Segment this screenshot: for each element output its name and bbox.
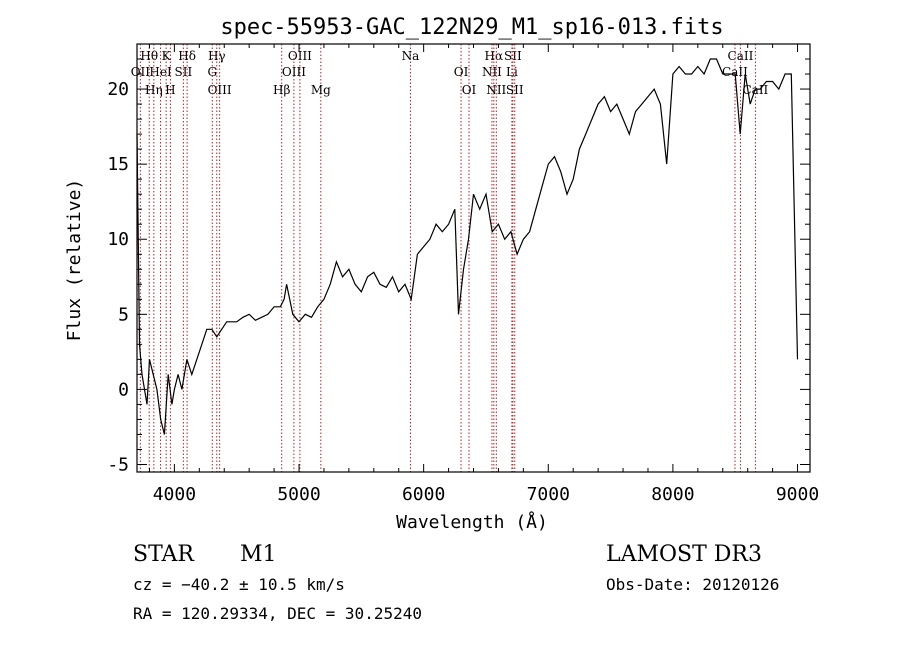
spectral-line-label: Hα <box>485 49 504 63</box>
spectral-line-label: Na <box>402 49 420 63</box>
x-tick-label: 6000 <box>402 484 445 505</box>
spectral-line-label: SII <box>506 83 524 97</box>
spectrum-series-line <box>136 58 799 435</box>
spectral-line-label: Hβ <box>273 83 290 97</box>
spectral-line-label: G <box>207 65 217 79</box>
spectral-line-label: OI <box>462 83 477 97</box>
y-tick-label: 0 <box>118 379 129 400</box>
y-tick-label: 15 <box>107 154 129 175</box>
spectral-line-label: CaII <box>742 83 768 97</box>
spectral-line-label: SII <box>175 65 193 79</box>
spectral-line-label: HeI <box>149 65 172 79</box>
spectral-line-label: Hδ <box>178 49 196 63</box>
x-axis-label: Wavelength (Å) <box>396 511 548 533</box>
x-tick-label: 5000 <box>277 484 320 505</box>
object-subclass: M1 <box>240 542 277 567</box>
spectral-line-label: K <box>162 49 172 63</box>
spectral-line-label: OIII <box>282 65 306 79</box>
survey-name: LAMOST DR3 <box>606 542 762 567</box>
spectral-line-label: OI <box>454 65 469 79</box>
ra-dec-coordinates: RA = 120.29334, DEC = 30.25240 <box>133 604 422 623</box>
spectral-line-label: CaII <box>728 49 754 63</box>
spectral-line-label: OIII <box>208 83 232 97</box>
spectral-line-label: Hη <box>145 83 163 97</box>
x-tick-label: 8000 <box>651 484 694 505</box>
spectral-line-label: NII <box>486 83 506 97</box>
plot-frame <box>136 43 811 473</box>
plot-area: Hθ OII Hη K HeI H Hδ SII OIII Hγ G Hβ OIII OIII Mg Na OI… <box>107 43 819 505</box>
observation-date: Obs-Date: 20120126 <box>606 575 779 594</box>
y-tick-label: 5 <box>118 304 129 325</box>
spectral-line-label: Hθ <box>140 49 158 63</box>
spectral-line-label: CaII <box>722 65 748 79</box>
y-tick-label: 10 <box>107 229 129 250</box>
spectral-line-label: SII <box>504 49 522 63</box>
spectral-line-label: NII <box>482 65 502 79</box>
spectral-line-label: Li <box>506 65 518 79</box>
chart-title: spec-55953-GAC_122N29_M1_sp16-013.fits <box>220 15 723 40</box>
y-tick-label: 20 <box>107 79 129 100</box>
spectral-line-label: Hγ <box>208 49 226 63</box>
spectral-line-label: Mg <box>311 83 331 97</box>
x-tick-label: 9000 <box>776 484 819 505</box>
x-tick-label: 4000 <box>153 484 196 505</box>
redshift-velocity: cz = −40.2 ± 10.5 km/s <box>133 575 345 594</box>
y-tick-label: -5 <box>107 454 129 475</box>
spectral-line-label: OII <box>131 65 151 79</box>
object-class: STAR <box>133 542 195 567</box>
spectral-line-label: H <box>165 83 175 97</box>
y-axis-label: Flux (relative) <box>64 179 85 342</box>
x-tick-label: 7000 <box>527 484 570 505</box>
spectral-line-label: OIII <box>288 49 312 63</box>
